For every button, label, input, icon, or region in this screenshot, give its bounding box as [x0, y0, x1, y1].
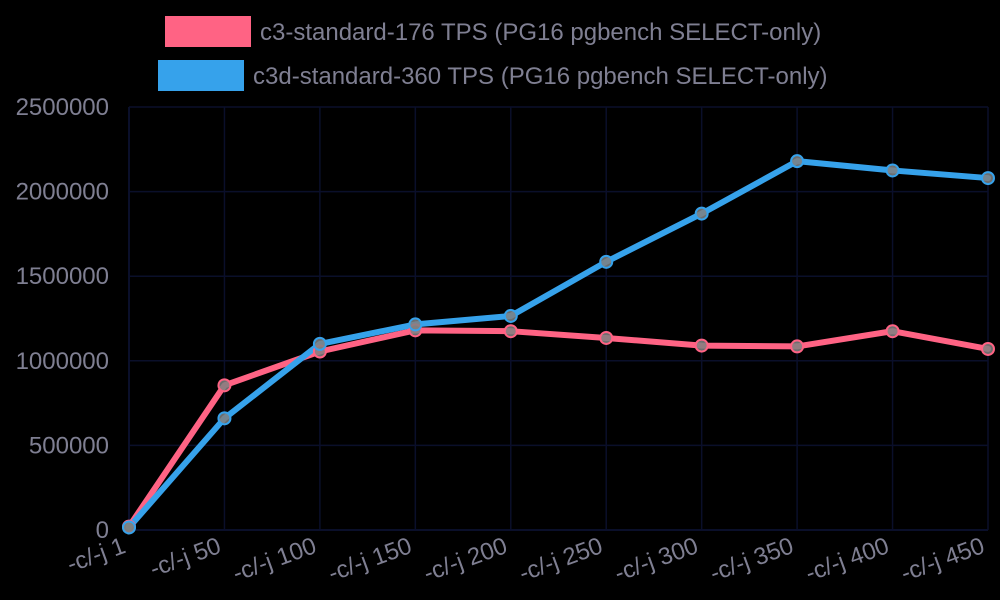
series-line-1 [126, 158, 991, 531]
legend-label-1[interactable]: c3d-standard-360 TPS (PG16 pgbench SELEC… [253, 63, 828, 90]
data-point-series-1[interactable] [503, 308, 518, 323]
data-point-series-0[interactable] [599, 330, 614, 345]
grid-lines [128, 106, 989, 531]
data-point-series-1[interactable] [981, 171, 995, 186]
data-point-series-0[interactable] [217, 378, 232, 393]
y-tick-label: 500000 [29, 432, 109, 459]
x-tick-label: -c/-j 250 [516, 532, 607, 587]
data-point-series-1[interactable] [885, 163, 900, 178]
data-point-series-0[interactable] [503, 324, 518, 339]
series-line-0 [126, 327, 991, 530]
data-point-series-1[interactable] [694, 206, 709, 221]
x-tick-label: -c/-j 400 [802, 532, 893, 587]
data-point-series-0[interactable] [885, 324, 900, 339]
data-point-series-0[interactable] [981, 341, 995, 356]
data-point-series-1[interactable] [312, 336, 327, 351]
legend-swatch-1[interactable] [158, 60, 244, 91]
y-tick-label: 0 [96, 517, 109, 544]
x-tick-label: -c/-j 150 [325, 532, 416, 587]
x-tick-label: -c/-j 200 [420, 532, 511, 587]
legend-label-0[interactable]: c3-standard-176 TPS (PG16 pgbench SELECT… [260, 19, 821, 46]
x-tick-label: -c/-j 350 [706, 532, 797, 587]
data-point-series-1[interactable] [408, 317, 423, 332]
y-tick-label: 1000000 [16, 348, 109, 375]
y-tick-label: 2500000 [16, 94, 109, 121]
y-tick-label: 2000000 [16, 179, 109, 206]
y-tick-label: 1500000 [16, 263, 109, 290]
x-tick-label: -c/-j 100 [229, 532, 320, 587]
x-tick-label: -c/-j 450 [897, 532, 988, 587]
data-point-series-1[interactable] [217, 411, 232, 426]
legend: c3-standard-176 TPS (PG16 pgbench SELECT… [158, 16, 828, 91]
axes [128, 107, 988, 531]
data-point-series-0[interactable] [694, 338, 709, 353]
series-markers [122, 154, 995, 535]
x-tick-label: -c/-j 300 [611, 532, 702, 587]
data-point-series-0[interactable] [790, 339, 805, 354]
data-point-series-1[interactable] [599, 254, 614, 269]
legend-swatch-0[interactable] [165, 16, 251, 47]
x-tick-label: -c/-j 50 [146, 532, 224, 582]
series-lines [126, 158, 991, 531]
data-point-series-1[interactable] [122, 520, 136, 535]
data-point-series-1[interactable] [790, 154, 805, 169]
